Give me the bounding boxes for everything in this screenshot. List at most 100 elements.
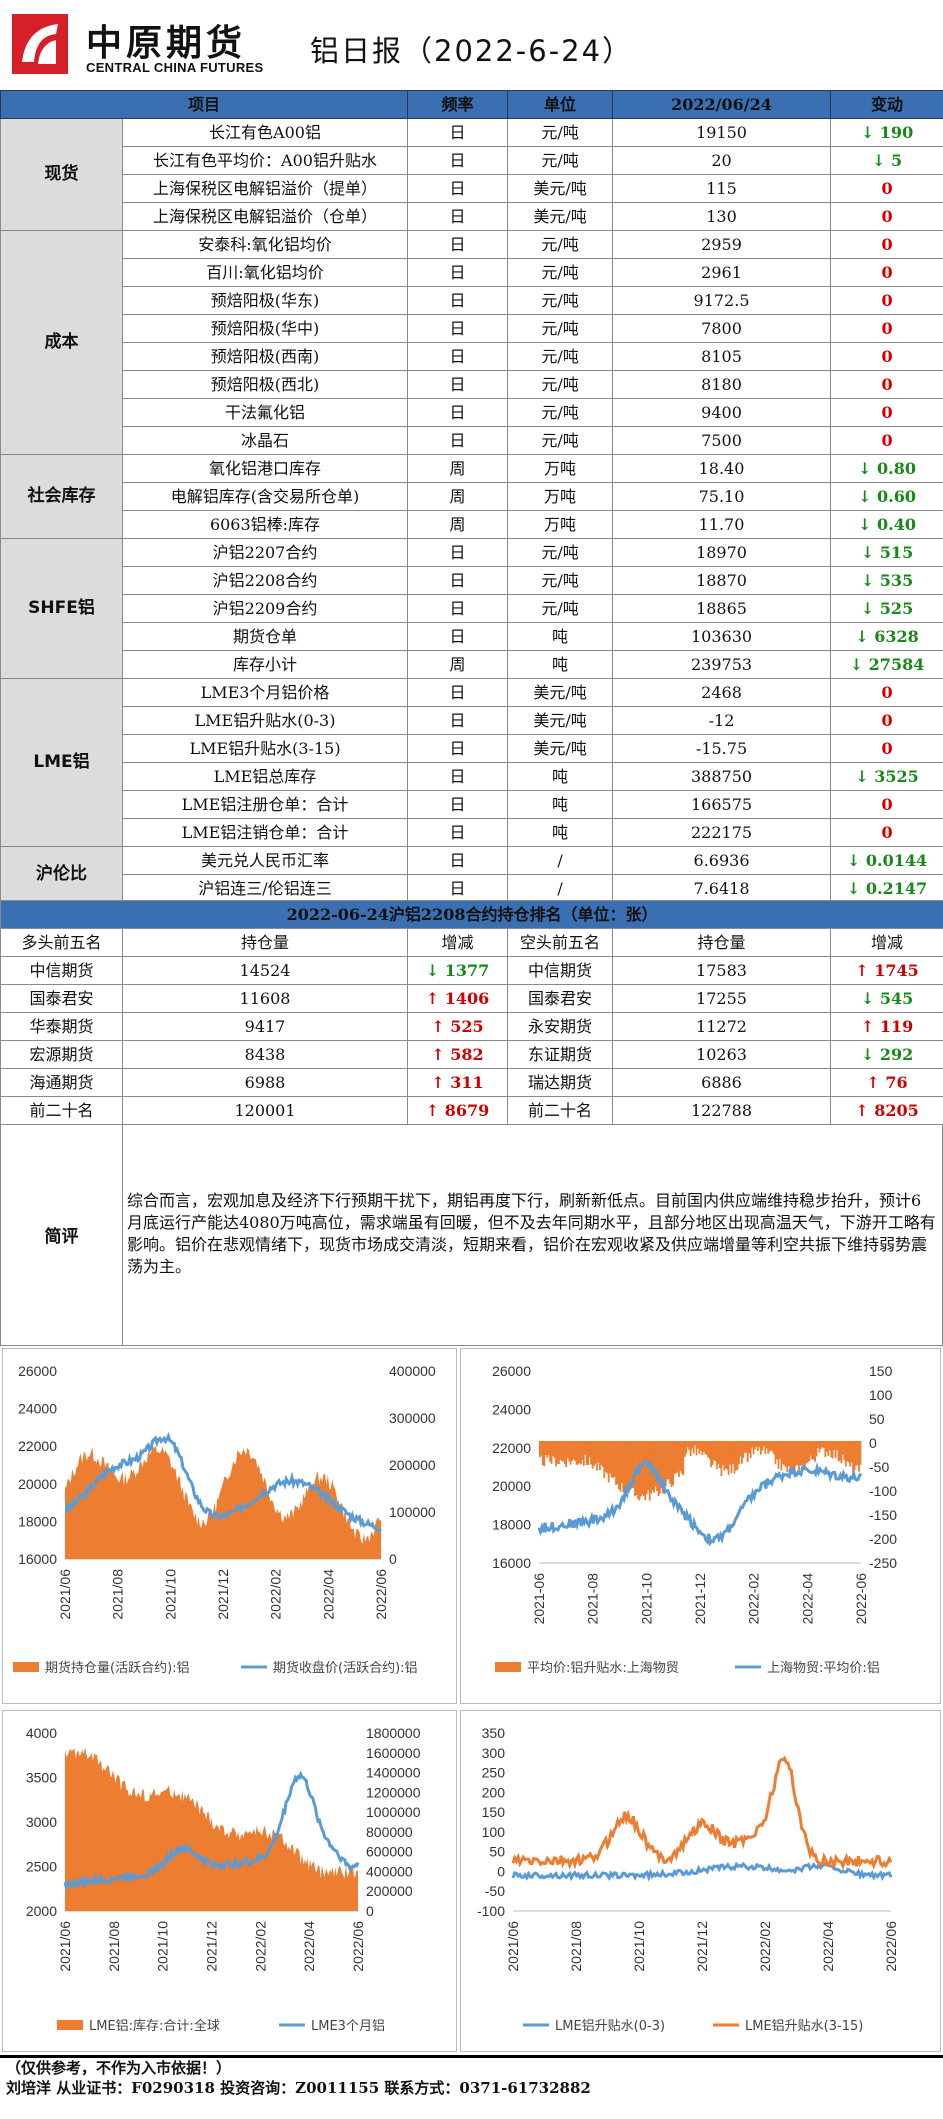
cell-freq: 周: [407, 650, 509, 679]
cell-value: 18865: [612, 594, 832, 623]
cell-change: ↓ 3525: [830, 762, 943, 791]
series-bar: [719, 1441, 721, 1469]
series-bar: [541, 1441, 544, 1466]
series-bar: [830, 1441, 833, 1458]
series-bar: [801, 1441, 803, 1465]
pos-sv: 10263: [612, 1040, 831, 1069]
cell-value: 2959: [612, 230, 832, 259]
y-tick-left: 18000: [492, 1517, 531, 1533]
series-bar: [540, 1441, 543, 1456]
series-bar: [645, 1441, 648, 1495]
position-table-header: 多头前五名 持仓量 增减 空头前五名 持仓量 增减: [0, 928, 943, 957]
x-tick: 2021/08: [568, 1921, 584, 1972]
y-tick-right: -50: [869, 1459, 889, 1475]
series-bar: [621, 1441, 623, 1484]
x-tick: 2021/08: [106, 1921, 122, 1972]
change-value: 0: [881, 683, 893, 702]
pos-change-value: 545: [879, 989, 914, 1008]
y-tick-right: 300000: [389, 1410, 436, 1426]
x-tick: 2021/10: [162, 1569, 178, 1620]
y-tick-right: 1600000: [366, 1745, 421, 1761]
cell-freq: 日: [407, 370, 509, 399]
change-value: 0: [881, 319, 893, 338]
cell-change: 0: [830, 706, 943, 735]
series-bar: [850, 1441, 853, 1463]
series-bar: [803, 1441, 806, 1471]
cell-freq: 日: [407, 678, 509, 707]
cell-value: 6.6936: [612, 846, 832, 875]
series-bar: [577, 1441, 579, 1465]
table-row: 预焙阳极(华东) 日元/吨 9172.5 0: [1, 286, 943, 315]
series-bar: [761, 1441, 764, 1451]
series-bar: [632, 1441, 635, 1489]
series-bar: [584, 1441, 587, 1455]
cell-unit: 元/吨: [507, 538, 614, 567]
cell-freq: 周: [407, 454, 509, 483]
table-row: 沪铝连三/伦铝连三日/7.6418 ↓ 0.2147: [1, 874, 943, 903]
y-tick-left: 22000: [492, 1440, 531, 1456]
cell-item: 沪铝2209合约: [121, 594, 409, 623]
series-bar: [609, 1441, 612, 1474]
x-tick: 2022-06: [853, 1573, 869, 1625]
category-label: 沪伦比: [0, 846, 123, 903]
commentary-label: 简评: [1, 1124, 123, 1345]
x-tick: 2021-06: [531, 1573, 547, 1625]
series-bar: [562, 1441, 565, 1462]
change-value: 0: [881, 711, 893, 730]
series-bar: [572, 1441, 575, 1460]
series-bar: [777, 1441, 780, 1469]
series-bar: [616, 1441, 619, 1485]
pos-lv: 11608: [122, 984, 408, 1013]
cell-unit: 元/吨: [507, 118, 614, 147]
company-logo-icon: [12, 14, 68, 74]
table-row: 干法氟化铝日元/吨 9400 0: [1, 398, 943, 427]
series-bar: [837, 1441, 840, 1462]
cell-freq: 日: [407, 202, 509, 231]
series-bar: [811, 1441, 813, 1460]
change-value: 0: [881, 823, 893, 842]
pos-short: 国泰君安: [507, 984, 613, 1013]
series-bar: [623, 1441, 626, 1492]
y-tick-left: 24000: [492, 1401, 531, 1417]
pos-change-value: 8205: [874, 1101, 919, 1120]
x-tick: 2021/10: [631, 1921, 647, 1972]
series-bar: [815, 1441, 818, 1457]
x-tick: 2022-04: [799, 1573, 815, 1625]
y-tick-left: 50: [489, 1844, 505, 1860]
series-bar: [615, 1441, 617, 1485]
series-bar: [556, 1441, 559, 1464]
cell-item: 上海保税区电解铝溢价（仓单）: [121, 202, 409, 231]
series-bar: [631, 1441, 633, 1489]
series-bar: [555, 1441, 557, 1467]
series-bar: [798, 1441, 800, 1475]
series-bar: [547, 1441, 550, 1455]
cell-change: 0: [830, 818, 943, 847]
cell-change: 0: [830, 202, 943, 231]
change-value: 535: [879, 571, 914, 590]
series-bar: [808, 1441, 811, 1462]
change-value: 0.80: [877, 459, 916, 478]
series-bar: [727, 1441, 730, 1475]
cell-item: 干法氟化铝: [121, 398, 409, 427]
arrow-up-icon: ↑: [855, 1101, 875, 1120]
cell-value: 9172.5: [612, 286, 832, 315]
series-bar: [754, 1441, 756, 1450]
x-tick: 2021/12: [215, 1569, 231, 1620]
y-tick-right: 600000: [366, 1844, 413, 1860]
cell-freq: 日: [407, 566, 509, 595]
arrow-up-icon: ↑: [431, 1017, 451, 1036]
y-tick-right: 800000: [366, 1824, 413, 1840]
cell-unit: 万吨: [507, 454, 614, 483]
series-bar: [724, 1441, 727, 1468]
series-bar: [610, 1441, 613, 1478]
cell-unit: 美元/吨: [507, 678, 614, 707]
cell-item: 期货仓单: [121, 622, 409, 651]
series-bar: [571, 1441, 573, 1461]
pos-short: 前二十名: [507, 1096, 613, 1125]
arrow-down-icon: ↓: [860, 123, 880, 142]
cell-freq: 日: [407, 594, 509, 623]
y-tick-right: -150: [869, 1507, 897, 1523]
cell-freq: 日: [407, 314, 509, 343]
y-tick-left: 18000: [18, 1513, 57, 1529]
cell-value: 130: [612, 202, 832, 231]
